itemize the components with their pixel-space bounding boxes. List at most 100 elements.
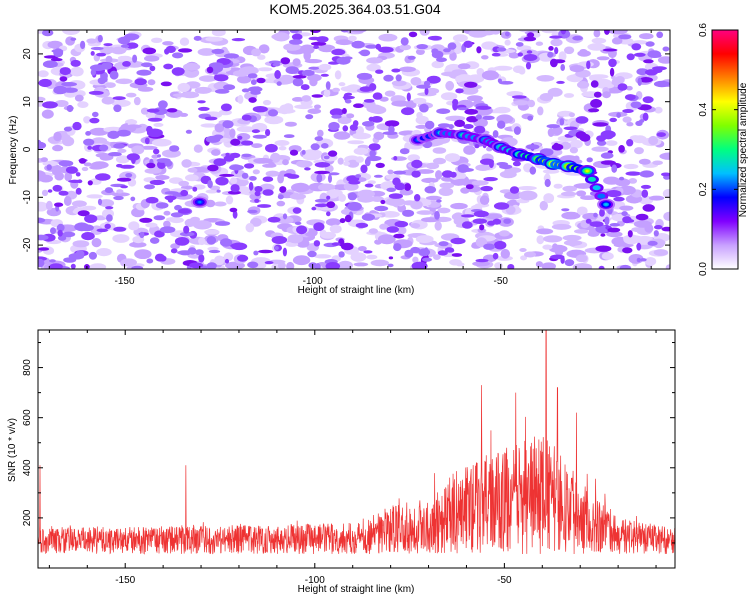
heatmap-cell xyxy=(258,44,270,54)
heatmap-cell xyxy=(652,160,663,166)
heatmap-cell xyxy=(573,183,594,189)
heatmap-cell xyxy=(639,119,645,123)
heatmap-cell xyxy=(113,195,124,201)
heatmap-cell xyxy=(132,54,138,63)
heatmap-cell xyxy=(525,61,532,70)
heatmap-cell xyxy=(343,56,353,60)
heatmap-cell xyxy=(106,214,113,222)
heatmap-cell xyxy=(38,96,46,102)
heatmap-cell xyxy=(539,200,548,211)
heatmap-cell xyxy=(654,225,663,230)
heatmap-cell xyxy=(642,112,649,122)
heatmap-cell xyxy=(80,40,86,50)
heatmap-cell xyxy=(115,155,130,164)
colorbar-tick-label: 0.2 xyxy=(698,182,709,196)
heatmap-cell xyxy=(45,200,53,211)
heatmap-cell xyxy=(497,120,506,129)
snr-xlabel: Height of straight line (km) xyxy=(298,584,415,595)
heatmap-cell xyxy=(285,66,299,74)
heatmap-cell xyxy=(399,44,412,51)
heatmap-cell xyxy=(113,143,125,149)
heatmap-cell xyxy=(419,30,430,36)
heatmap-cell xyxy=(358,246,367,252)
heatmap-cell xyxy=(596,140,607,146)
heatmap-cell xyxy=(214,255,225,266)
heatmap-cell xyxy=(382,131,398,135)
heatmap-cell xyxy=(480,185,494,192)
heatmap-cell xyxy=(77,101,89,108)
heatmap-cell xyxy=(83,116,91,124)
heatmap-cell xyxy=(515,42,524,47)
heatmap-cell xyxy=(363,99,375,103)
heatmap-cell xyxy=(619,205,634,211)
heatmap-cell xyxy=(551,143,564,151)
heatmap-cell xyxy=(103,43,113,47)
heatmap-cell xyxy=(466,95,483,102)
heatmap-cell xyxy=(630,101,642,109)
heatmap-cell xyxy=(120,44,130,48)
heatmap-cell xyxy=(347,140,365,145)
heatmap-cell xyxy=(445,80,455,91)
heatmap-cell xyxy=(87,180,93,186)
heatmap-cell xyxy=(64,172,73,182)
heatmap-cell xyxy=(153,215,166,221)
heatmap-cell xyxy=(435,170,443,180)
heatmap-cell xyxy=(146,258,154,264)
heatmap-cell xyxy=(308,66,320,70)
heatmap-cell xyxy=(120,185,128,189)
heatmap-cell xyxy=(592,122,609,127)
heatmap-cell xyxy=(205,135,221,143)
heatmap-cell xyxy=(139,231,145,239)
heatmap-cell xyxy=(224,258,230,264)
heatmap-cell xyxy=(575,254,588,263)
heatmap-cell xyxy=(198,254,205,263)
heatmap-cell xyxy=(147,79,156,86)
heatmap-cell xyxy=(481,70,499,81)
heatmap-cell xyxy=(125,92,137,98)
heatmap-cell xyxy=(399,188,414,196)
heatmap-cell xyxy=(301,69,315,76)
heatmap-cell xyxy=(291,33,303,41)
heatmap-cell xyxy=(140,107,149,115)
heatmap-cell xyxy=(635,213,649,221)
heatmap-cell xyxy=(292,207,302,214)
heatmap-cell xyxy=(561,208,570,212)
heatmap-cell xyxy=(421,217,440,223)
heatmap-cell xyxy=(659,152,670,160)
heatmap-cell xyxy=(547,128,555,137)
heatmap-cell xyxy=(151,138,172,147)
heatmap-cell xyxy=(167,196,174,203)
heatmap-cell xyxy=(479,195,490,205)
heatmap-cell xyxy=(205,189,219,194)
heatmap-cell xyxy=(72,121,82,131)
heatmap-cell xyxy=(251,48,262,57)
heatmap-cell xyxy=(410,200,423,210)
heatmap-cell xyxy=(636,242,642,251)
heatmap-cell xyxy=(230,184,240,193)
heatmap-cell xyxy=(648,135,659,146)
heatmap-cell xyxy=(61,82,77,87)
heatmap-cell xyxy=(425,120,435,130)
heatmap-cell xyxy=(140,145,158,150)
heatmap-cell xyxy=(195,249,204,256)
heatmap-cell xyxy=(283,173,294,178)
heatmap-cell xyxy=(66,104,74,113)
heatmap-cell xyxy=(407,55,416,60)
heatmap-cell xyxy=(50,227,56,235)
heatmap-cell xyxy=(611,164,618,173)
heatmap-cell xyxy=(386,226,399,233)
heatmap-cell xyxy=(517,52,523,57)
heatmap-cell xyxy=(633,52,646,57)
heatmap-cell xyxy=(378,33,398,42)
heatmap-cell xyxy=(384,90,396,97)
heatmap-cell xyxy=(237,94,244,104)
heatmap-cell xyxy=(284,121,297,127)
heatmap-ytick-label: 20 xyxy=(22,48,33,60)
heatmap-cell xyxy=(249,176,257,181)
heatmap-cell xyxy=(575,131,587,139)
heatmap-cell xyxy=(328,174,332,183)
heatmap-cell xyxy=(548,46,554,51)
heatmap-cell xyxy=(637,77,642,87)
heatmap-cell xyxy=(343,182,359,191)
heatmap-cell xyxy=(474,144,480,149)
